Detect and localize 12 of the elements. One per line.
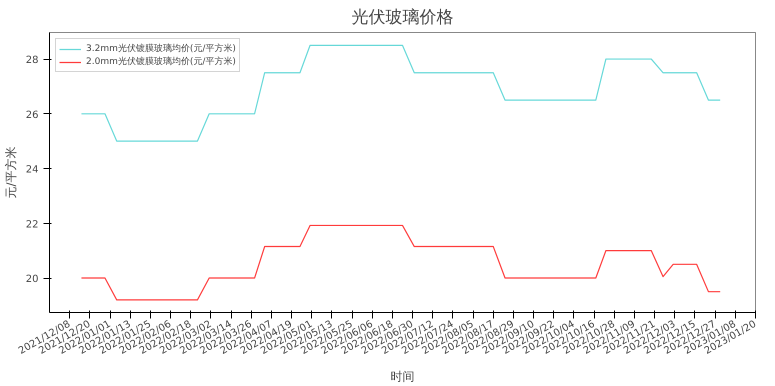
x-axis-title: 时间: [390, 370, 414, 384]
line-series: [80, 44, 721, 142]
y-tick-label: 24: [26, 164, 39, 176]
legend-label: 3.2mm光伏镀膜玻璃均价(元/平方米): [86, 42, 236, 55]
y-tick-label: 26: [26, 110, 39, 121]
y-tick-label: 20: [26, 274, 39, 286]
y-tick-label: 28: [26, 55, 39, 66]
chart-title: 光伏玻璃价格: [352, 8, 454, 28]
legend-label: 2.0mm光伏镀膜玻璃均价(元/平方米): [86, 56, 236, 68]
line-series: [80, 224, 721, 301]
y-tick-label: 22: [26, 219, 39, 230]
y-axis-title: 元/平方米: [4, 146, 18, 199]
